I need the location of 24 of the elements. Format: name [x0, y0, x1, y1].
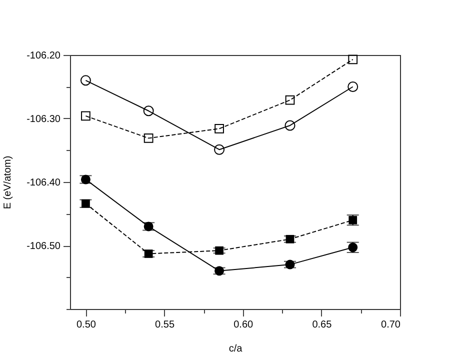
y-tick-label: -106.20: [26, 50, 61, 62]
point: [144, 134, 154, 143]
point: [80, 75, 91, 86]
x-tick-label: 0.60: [234, 320, 254, 330]
point: [144, 250, 153, 258]
y-tick-label: -106.50: [26, 241, 61, 252]
y-axis-title: E (eV/atom): [2, 156, 14, 210]
point: [214, 144, 225, 155]
point: [82, 199, 90, 208]
point: [81, 111, 90, 121]
point: [348, 82, 358, 92]
x-tick-label: 0.70: [381, 320, 401, 330]
point: [284, 120, 296, 131]
y-tick-label: -106.30: [26, 114, 61, 125]
x-tick-label: 0.55: [155, 320, 175, 330]
point: [348, 54, 358, 64]
x-tick-label: 0.65: [312, 320, 332, 330]
point: [215, 246, 224, 255]
point: [285, 95, 295, 105]
x-axis-title: c/a: [228, 344, 243, 354]
point: [143, 106, 154, 116]
point: [214, 124, 224, 134]
x-tick-label: 0.50: [76, 320, 96, 330]
y-tick-label: -106.40: [26, 178, 61, 188]
